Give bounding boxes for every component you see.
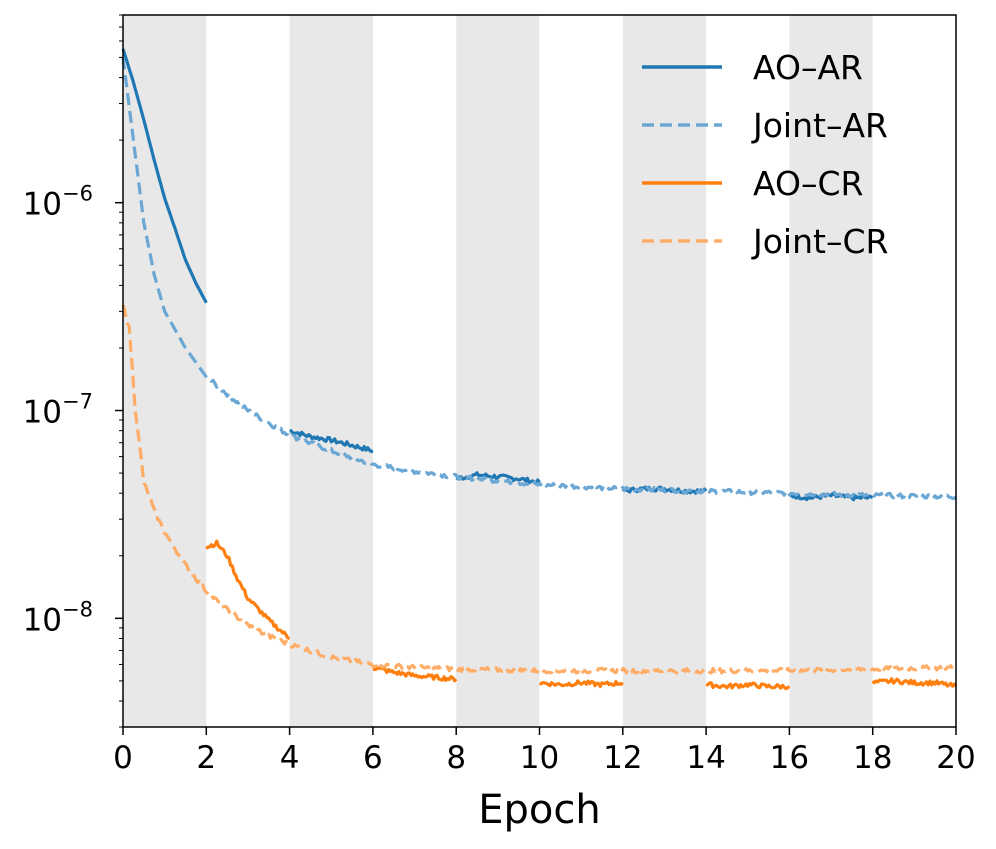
series-line-3 — [871, 677, 958, 688]
shaded-band — [123, 15, 207, 727]
shaded-band — [622, 15, 707, 727]
y-tick-label: 10−6 — [23, 182, 93, 223]
y-tick-label: 10−8 — [23, 597, 93, 638]
y-tick-base: 10 — [23, 187, 62, 223]
x-tick-label: 12 — [603, 740, 642, 776]
x-tick-label: 0 — [113, 740, 133, 776]
y-tick-base: 10 — [23, 602, 62, 638]
x-tick-label: 4 — [280, 740, 300, 776]
x-axis-label: Epoch — [478, 787, 600, 833]
series-lines — [121, 48, 958, 691]
x-tick-label: 10 — [520, 740, 559, 776]
x-tick-label: 8 — [446, 740, 466, 776]
y-tick-exponent: −7 — [62, 390, 93, 414]
y-axis-ticks: 10−610−710−8 — [23, 14, 123, 728]
series-line-1 — [788, 492, 874, 502]
series-line-3 — [539, 679, 624, 688]
shaded-bands — [123, 15, 873, 727]
shaded-band — [456, 15, 540, 727]
legend: AO–AR Joint–AR AO–CR Joint–CR — [642, 48, 888, 261]
series-line-1 — [121, 48, 208, 304]
series-line-2 — [121, 57, 958, 501]
legend-label: Joint–AR — [751, 106, 888, 145]
x-axis-ticks: 0 2 4 6 8 10 12 14 16 18 20 — [113, 727, 976, 776]
x-tick-label: 2 — [196, 740, 216, 776]
series-line-3 — [205, 539, 291, 641]
legend-label: AO–AR — [753, 48, 863, 87]
x-tick-label: 6 — [363, 740, 383, 776]
y-tick-exponent: −8 — [62, 597, 93, 621]
shaded-band — [289, 15, 373, 727]
series-line-3 — [705, 681, 791, 691]
x-tick-label: 18 — [853, 740, 892, 776]
legend-label: Joint–CR — [751, 222, 888, 261]
shaded-band — [789, 15, 873, 727]
series-line-4 — [121, 304, 957, 675]
x-tick-label: 14 — [686, 740, 725, 776]
y-tick-exponent: −6 — [62, 182, 93, 206]
legend-label: AO–CR — [753, 164, 863, 203]
y-tick-base: 10 — [23, 395, 62, 431]
series-line-3 — [372, 666, 458, 683]
series-line-1 — [289, 429, 374, 454]
y-tick-label: 10−7 — [23, 390, 93, 431]
x-tick-label: 16 — [770, 740, 809, 776]
x-tick-label: 20 — [936, 740, 975, 776]
